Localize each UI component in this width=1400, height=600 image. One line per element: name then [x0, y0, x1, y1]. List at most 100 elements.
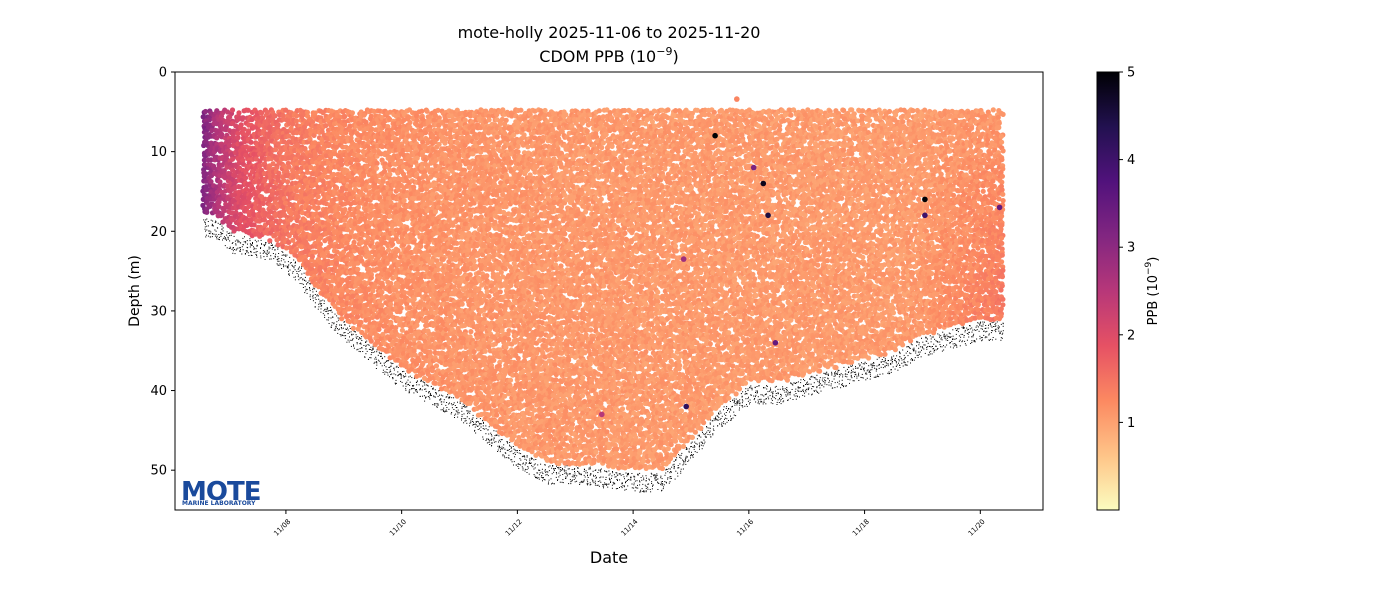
chart-subtitle-close: )	[672, 47, 678, 66]
seafloor-point	[982, 328, 983, 330]
cdom-point	[200, 114, 206, 120]
seafloor-point	[971, 342, 973, 343]
seafloor-point	[497, 445, 499, 447]
seafloor-point	[937, 333, 939, 335]
seafloor-point	[347, 333, 349, 334]
seafloor-point	[620, 474, 622, 476]
seafloor-point	[786, 391, 788, 393]
seafloor-point	[781, 394, 782, 396]
seafloor-point	[700, 441, 702, 443]
seafloor-point	[236, 239, 238, 241]
seafloor-point	[507, 457, 509, 459]
seafloor-point	[757, 396, 759, 398]
seafloor-point	[465, 418, 467, 420]
seafloor-point	[340, 335, 342, 337]
seafloor-point	[334, 313, 336, 315]
seafloor-point	[882, 364, 884, 365]
seafloor-point	[591, 478, 593, 480]
seafloor-point	[360, 342, 362, 344]
seafloor-point	[322, 299, 324, 301]
seafloor-point	[556, 465, 557, 467]
seafloor-point	[855, 366, 856, 368]
seafloor-point	[562, 468, 563, 470]
seafloor-point	[980, 322, 981, 324]
seafloor-point	[871, 369, 873, 371]
seafloor-point	[402, 385, 404, 387]
seafloor-point	[906, 346, 908, 348]
seafloor-point	[968, 336, 970, 338]
seafloor-point	[400, 374, 402, 376]
seafloor-point	[536, 476, 538, 478]
seafloor-point	[295, 262, 296, 264]
seafloor-point	[384, 361, 386, 363]
seafloor-point	[625, 481, 626, 483]
seafloor-point	[344, 332, 346, 333]
seafloor-point	[459, 401, 461, 403]
seafloor-point	[264, 244, 266, 246]
seafloor-point	[314, 297, 316, 299]
seafloor-point	[760, 398, 762, 400]
seafloor-point	[236, 248, 238, 250]
seafloor-point	[685, 460, 687, 462]
seafloor-point	[866, 370, 868, 372]
seafloor-point	[298, 267, 300, 269]
seafloor-point	[451, 412, 453, 413]
seafloor-point	[622, 474, 624, 476]
seafloor-point	[288, 274, 290, 276]
seafloor-point	[565, 476, 567, 478]
seafloor-point	[352, 333, 354, 335]
seafloor-point	[473, 421, 474, 423]
seafloor-point	[493, 430, 495, 432]
seafloor-point	[700, 436, 702, 438]
cdom-point	[219, 212, 225, 218]
seafloor-point	[669, 481, 671, 483]
seafloor-point	[297, 268, 299, 270]
seafloor-point	[422, 385, 424, 387]
seafloor-point	[463, 418, 465, 419]
seafloor-point	[897, 369, 899, 371]
seafloor-point	[517, 466, 519, 467]
seafloor-point	[903, 362, 905, 364]
seafloor-point	[661, 490, 662, 492]
seafloor-point	[462, 403, 464, 405]
seafloor-point	[816, 391, 818, 392]
seafloor-point	[548, 479, 550, 481]
seafloor-point	[721, 426, 723, 427]
seafloor-point	[770, 391, 772, 393]
seafloor-point	[634, 480, 636, 482]
seafloor-point	[837, 371, 839, 373]
seafloor-point	[542, 480, 543, 482]
seafloor-point	[514, 449, 516, 451]
seafloor-point	[686, 448, 688, 450]
seafloor-point	[297, 276, 299, 278]
seafloor-point	[216, 236, 218, 238]
seafloor-point	[336, 328, 338, 329]
seafloor-point	[583, 474, 585, 476]
seafloor-point	[587, 475, 588, 477]
seafloor-point	[929, 353, 931, 355]
seafloor-point	[436, 403, 438, 405]
seafloor-point	[465, 420, 467, 422]
seafloor-point	[372, 352, 374, 353]
cdom-point	[387, 171, 393, 177]
seafloor-point	[558, 476, 560, 478]
seafloor-point	[800, 379, 802, 381]
seafloor-point	[831, 371, 833, 373]
seafloor-point	[766, 385, 768, 387]
seafloor-point	[509, 442, 511, 443]
seafloor-point	[679, 457, 681, 458]
seafloor-point	[486, 442, 488, 444]
seafloor-point	[924, 352, 926, 354]
seafloor-point	[376, 349, 378, 351]
seafloor-point	[337, 332, 339, 334]
seafloor-point	[770, 387, 771, 389]
seafloor-point	[443, 407, 445, 409]
seafloor-point	[607, 486, 609, 488]
seafloor-point	[852, 380, 854, 382]
seafloor-point	[706, 427, 708, 429]
seafloor-point	[624, 489, 626, 491]
seafloor-point	[696, 443, 698, 445]
seafloor-point	[663, 486, 664, 488]
cdom-point	[342, 122, 348, 128]
seafloor-point	[345, 329, 347, 330]
